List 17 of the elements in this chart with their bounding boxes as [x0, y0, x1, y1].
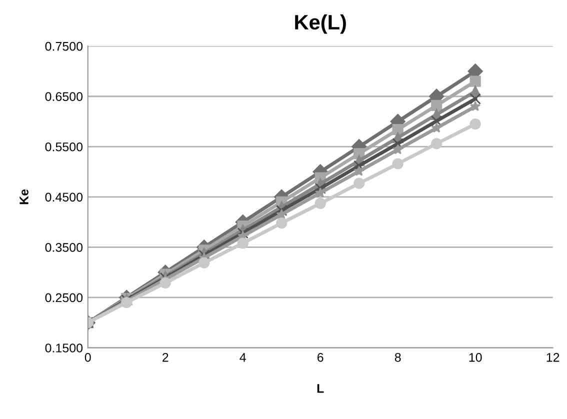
x-tick-label: 8: [394, 352, 401, 362]
y-tick-label: 0.2500: [45, 293, 83, 302]
y-tick-label: 0.4500: [45, 192, 83, 202]
y-axis-title: Ke: [20, 189, 28, 204]
x-axis-title: L: [317, 384, 324, 393]
y-tick-label: 0.1500: [45, 344, 83, 352]
x-tick-label: 0: [84, 352, 91, 362]
x-tick-label: 12: [546, 352, 560, 362]
y-tick-label: 0.6500: [45, 92, 83, 102]
x-tick-label: 2: [162, 352, 168, 362]
x-tick-label: 6: [318, 352, 324, 362]
x-tick-label: 4: [240, 353, 246, 362]
y-tick-label: 0.7500: [45, 42, 83, 51]
chart-title: Ke(L): [295, 14, 346, 34]
x-tick-label: 10: [469, 352, 482, 362]
y-tick-label: 0.3500: [45, 243, 83, 252]
y-tick-label: 0.5500: [45, 142, 83, 152]
